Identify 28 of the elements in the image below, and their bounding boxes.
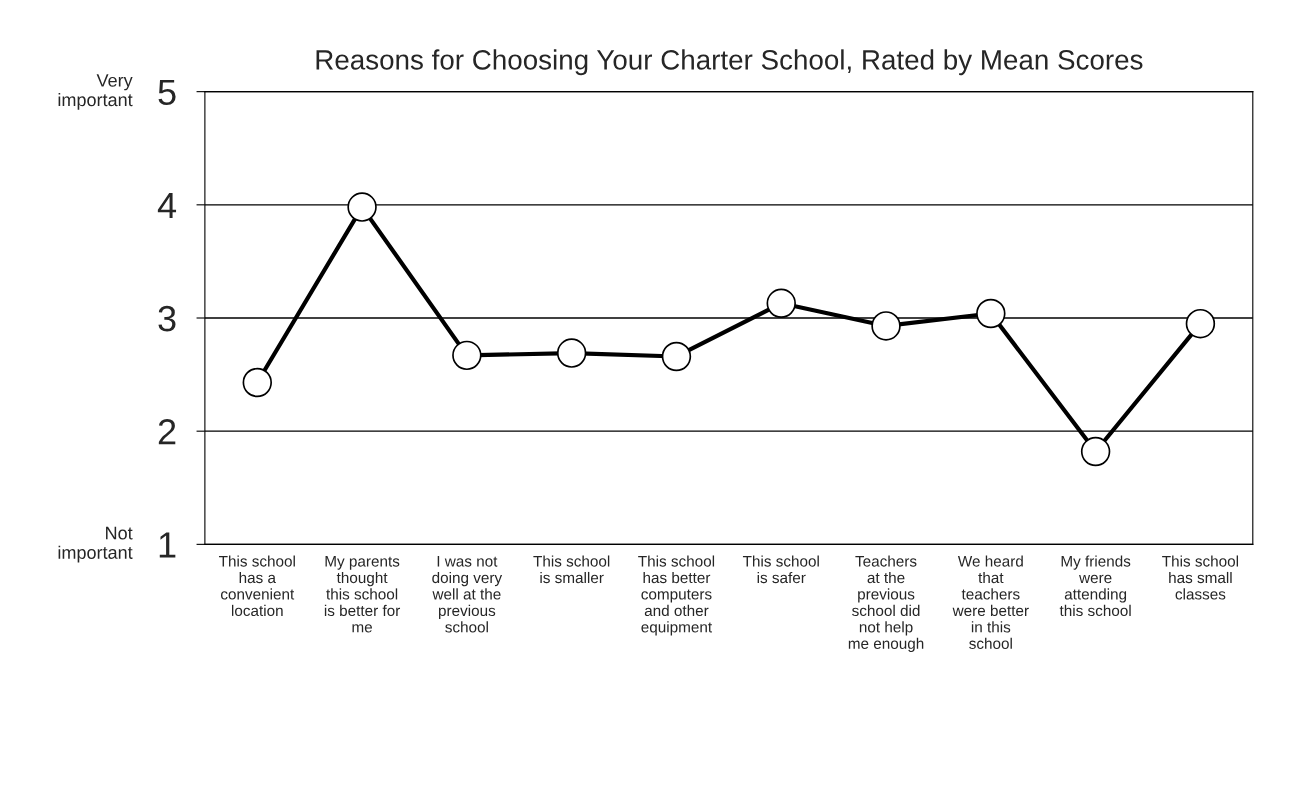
chart-title: Reasons for Choosing Your Charter School, Rated by Mean Scores — [316, 49, 1143, 76]
text: Not important — [58, 526, 133, 563]
y-tick-label: 1 — [159, 532, 176, 558]
point — [871, 311, 901, 341]
point — [347, 192, 377, 222]
point — [661, 341, 692, 372]
x-tick-label: We heard that teachers were better in this school — [952, 555, 1029, 649]
y-tick-label: 2 — [158, 419, 176, 445]
x-tick-label: This school is safer — [742, 555, 819, 584]
x-tick-label: I was not doing very well at the previous school — [432, 556, 503, 633]
x-tick-label: This school has a convenient location — [218, 555, 295, 617]
x-tick-label: This school is smaller — [533, 555, 610, 584]
point — [1080, 436, 1111, 467]
point — [1185, 308, 1216, 339]
x-tick-label: My parents thought this school is better for me — [324, 556, 401, 633]
x-tick-label: Teachers at the previous school did not help me enough — [848, 555, 924, 652]
x-tick-label: This school has small classes — [1162, 555, 1239, 600]
x-tick-label: This school has better computers and other equipment — [638, 555, 715, 636]
x-tick-label: My friends were attending this school — [1059, 555, 1131, 617]
point — [452, 340, 482, 371]
point — [766, 288, 796, 319]
point — [556, 338, 587, 368]
y-tick-label: 5 — [158, 79, 176, 106]
y-tick-label: 4 — [157, 193, 177, 218]
point — [976, 298, 1006, 329]
y-tick-label: 3 — [158, 305, 176, 332]
text: Very important — [58, 74, 133, 110]
point — [242, 367, 273, 398]
